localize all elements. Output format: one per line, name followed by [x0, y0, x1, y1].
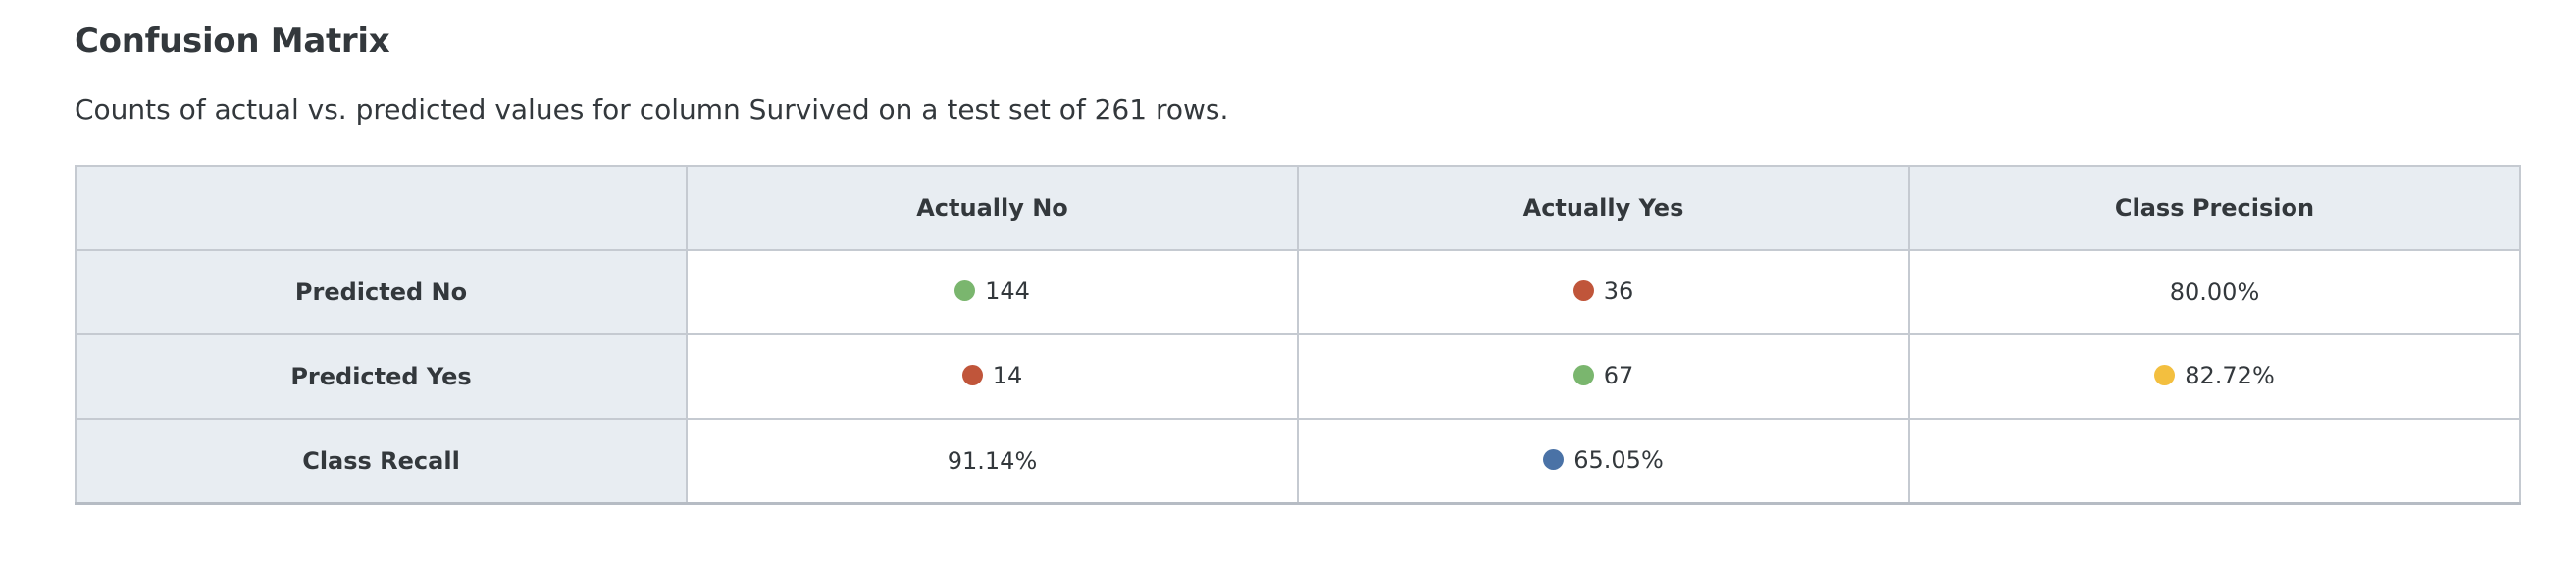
cell-content: 67: [1572, 361, 1634, 389]
table-cell: 144: [686, 249, 1299, 335]
cell-content: 144: [954, 278, 1030, 305]
cell-value: 80.00%: [2169, 279, 2260, 306]
column-header-actually-no: Actually No: [686, 165, 1299, 251]
table-cell: [1908, 418, 2521, 505]
table-cell: 36: [1297, 249, 1910, 335]
cell-value: 14: [992, 361, 1023, 389]
table-cell: 91.14%: [686, 418, 1299, 505]
cell-content: 82.72%: [2154, 362, 2275, 389]
column-header-class-precision: Class Precision: [1908, 165, 2521, 251]
cell-content: 91.14%: [948, 447, 1038, 475]
cell-content: 36: [1572, 277, 1634, 305]
cell-value: 36: [1603, 277, 1634, 305]
status-dot-icon: [1543, 449, 1565, 471]
row-header: Class Recall: [75, 418, 688, 505]
row-header: Predicted No: [75, 249, 688, 335]
table-header-row: Actually No Actually Yes Class Precision: [75, 165, 2521, 251]
confusion-matrix-table: Actually No Actually Yes Class Precision…: [75, 165, 2521, 505]
table-row: Predicted No 144 36 80.00%: [75, 249, 2521, 335]
status-dot-icon: [2154, 365, 2176, 386]
table-cell: 14: [686, 333, 1299, 420]
cell-content: 14: [961, 361, 1023, 389]
cell-value: 144: [985, 277, 1030, 305]
row-header: Predicted Yes: [75, 333, 688, 420]
cell-value: 82.72%: [2185, 361, 2275, 389]
page-title: Confusion Matrix: [75, 22, 390, 61]
status-dot-icon: [961, 365, 983, 386]
cell-content: 65.05%: [1543, 446, 1664, 474]
corner-header: [75, 165, 688, 251]
status-dot-icon: [1572, 280, 1594, 302]
status-dot-icon: [1572, 365, 1594, 386]
table-row: Class Recall 91.14% 65.05%: [75, 418, 2521, 505]
status-dot-icon: [954, 280, 976, 302]
cell-value: 67: [1603, 361, 1634, 389]
cell-value: 91.14%: [947, 447, 1038, 475]
page-subtitle: Counts of actual vs. predicted values fo…: [75, 93, 1229, 126]
table-cell: 67: [1297, 333, 1910, 420]
table-cell: 82.72%: [1908, 333, 2521, 420]
cell-content: 80.00%: [2170, 279, 2260, 306]
table-cell: 80.00%: [1908, 249, 2521, 335]
column-header-actually-yes: Actually Yes: [1297, 165, 1910, 251]
table-row: Predicted Yes 14 67 82.72%: [75, 333, 2521, 420]
table-cell: 65.05%: [1297, 418, 1910, 505]
cell-value: 65.05%: [1573, 445, 1664, 474]
